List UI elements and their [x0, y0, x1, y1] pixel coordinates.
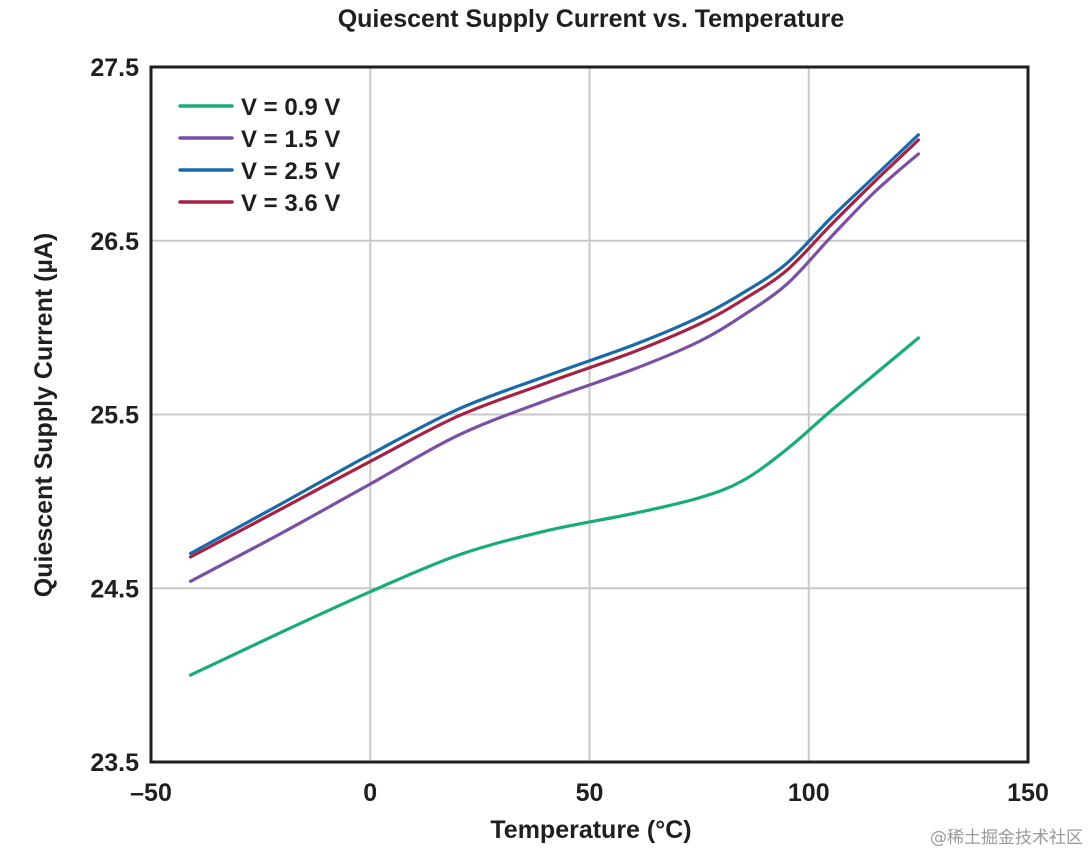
grid — [151, 67, 1028, 762]
y-tick-label: 26.5 — [90, 228, 139, 256]
x-tick-label: 100 — [788, 779, 830, 807]
legend-label: V = 2.5 V — [241, 158, 340, 185]
x-tick-label: 150 — [1007, 779, 1049, 807]
plot-frame — [149, 65, 1030, 764]
legend-label: V = 1.5 V — [241, 126, 340, 153]
y-axis-label: Quiescent Supply Current (µA) — [30, 233, 58, 597]
series-group — [188, 133, 920, 677]
y-tick-label: 24.5 — [90, 575, 139, 603]
legend-label: V = 3.6 V — [241, 190, 340, 217]
chart-title: Quiescent Supply Current vs. Temperature — [338, 5, 845, 33]
x-tick-label: –50 — [130, 779, 172, 807]
watermark: @稀土掘金技术社区 — [930, 828, 1083, 848]
y-tick-labels: 23.5 24.5 25.5 26.5 27.5 — [90, 54, 139, 777]
series-line-4 — [188, 138, 920, 559]
y-tick-label: 25.5 — [90, 402, 139, 430]
x-tick-label: 0 — [363, 779, 377, 807]
x-tick-label: 50 — [576, 779, 604, 807]
y-tick-label: 23.5 — [90, 749, 139, 777]
series-line-1 — [188, 336, 920, 677]
x-axis-label: Temperature (°C) — [490, 816, 691, 844]
series-line-3 — [188, 133, 920, 556]
legend: V = 0.9 V V = 1.5 V V = 2.5 V V = 3.6 V — [178, 94, 340, 217]
x-tick-labels: –50 0 50 100 150 — [130, 779, 1049, 807]
legend-label: V = 0.9 V — [241, 94, 340, 121]
series-line-2 — [188, 152, 920, 583]
y-tick-label: 27.5 — [90, 54, 139, 82]
